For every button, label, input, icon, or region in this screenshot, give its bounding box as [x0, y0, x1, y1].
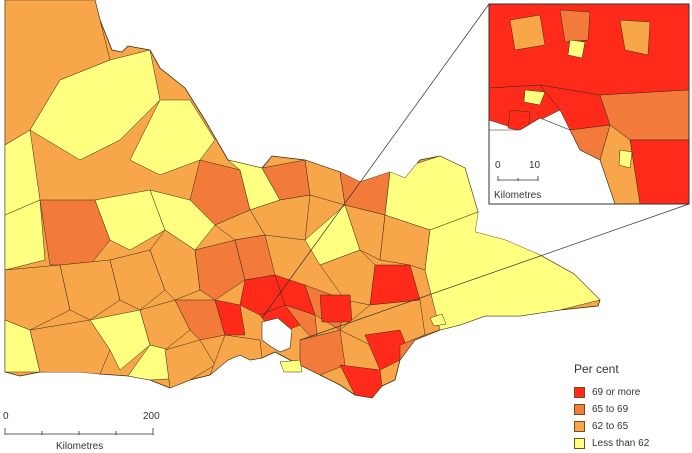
inset-scale-end-label: 10	[529, 160, 541, 171]
inset-scale-unit-label: Kilometres	[494, 190, 542, 201]
main-scale-bar	[4, 428, 154, 435]
local-government-areas	[5, 0, 600, 398]
victoria-map	[4, 0, 601, 399]
legend-item: 62 to 65	[574, 418, 649, 435]
region-area	[164, 339, 216, 389]
inset-scale-start-label: 0	[495, 160, 501, 171]
legend-swatch	[574, 438, 585, 449]
region-area	[139, 299, 191, 351]
region-area	[5, 264, 71, 331]
inset-frame	[488, 3, 690, 205]
legend-swatch	[574, 387, 585, 398]
region-area	[29, 49, 161, 161]
legend-label: 62 to 65	[592, 421, 629, 432]
legend-item: Less than 62	[574, 435, 649, 452]
legend-swatch	[574, 404, 585, 415]
inset-connector-line	[261, 3, 490, 319]
legend-title: Per cent	[574, 362, 619, 376]
region-area	[39, 199, 111, 266]
legend-swatch	[574, 421, 585, 432]
legend-label: 69 or more	[592, 387, 641, 398]
main-scale-end-label: 200	[143, 411, 160, 422]
main-scale-unit-label: Kilometres	[56, 441, 104, 452]
legend: 69 or more 65 to 69 62 to 65 Less than 6…	[574, 384, 649, 452]
main-scale-start-label: 0	[3, 411, 9, 422]
inset-area	[619, 19, 651, 56]
region-area	[339, 364, 383, 398]
region-area	[174, 299, 226, 341]
inset-connector-line	[299, 203, 690, 341]
region-area	[149, 189, 216, 251]
legend-item: 65 to 69	[574, 401, 649, 418]
region-area	[399, 329, 441, 361]
melbourne-inset-map	[488, 3, 690, 205]
region-area	[379, 214, 431, 271]
region-area	[319, 249, 376, 306]
region-area	[194, 239, 246, 301]
inset-area	[523, 89, 546, 106]
island	[279, 359, 303, 373]
inset-area	[559, 9, 591, 43]
inset-area	[567, 39, 586, 59]
island	[429, 313, 447, 327]
region-area	[89, 309, 151, 371]
region-area	[214, 299, 246, 336]
inset-area	[629, 139, 689, 204]
legend-item: 69 or more	[574, 384, 649, 401]
region-area	[209, 334, 263, 376]
inset-area	[618, 149, 633, 169]
region-area	[109, 249, 166, 311]
inset-area	[509, 14, 546, 51]
legend-label: 65 to 69	[592, 404, 629, 415]
region-area	[59, 259, 121, 321]
region-area	[249, 194, 311, 241]
legend-label: Less than 62	[592, 438, 650, 449]
region-area	[319, 294, 353, 323]
inset-scale-bar	[497, 176, 539, 181]
port-phillip-bay	[261, 317, 293, 353]
region-area	[94, 189, 166, 251]
region-area	[5, 199, 46, 271]
region-area	[29, 319, 111, 375]
region-area	[424, 211, 600, 331]
